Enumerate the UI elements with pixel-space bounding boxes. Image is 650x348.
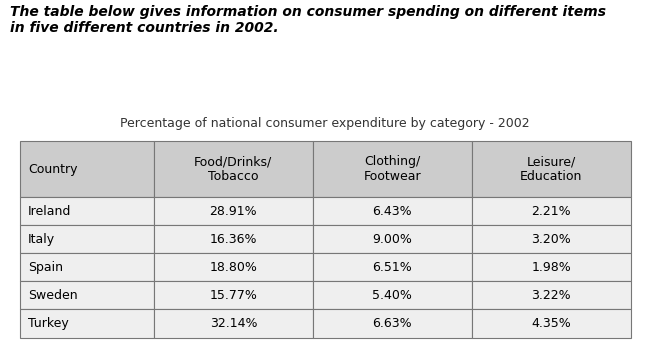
Text: Leisure/
Education: Leisure/ Education: [520, 155, 582, 183]
Text: 3.22%: 3.22%: [531, 289, 571, 302]
Text: 32.14%: 32.14%: [209, 317, 257, 330]
Text: 1.98%: 1.98%: [531, 261, 571, 274]
Text: Ireland: Ireland: [28, 205, 72, 218]
Text: 6.43%: 6.43%: [372, 205, 412, 218]
Text: 6.51%: 6.51%: [372, 261, 412, 274]
Text: Spain: Spain: [28, 261, 63, 274]
Text: 4.35%: 4.35%: [531, 317, 571, 330]
Text: Percentage of national consumer expenditure by category - 2002: Percentage of national consumer expendit…: [120, 117, 530, 129]
Text: 16.36%: 16.36%: [209, 233, 257, 246]
Text: 2.21%: 2.21%: [531, 205, 571, 218]
Text: The table below gives information on consumer spending on different items
in fiv: The table below gives information on con…: [10, 5, 606, 35]
Text: 18.80%: 18.80%: [209, 261, 257, 274]
Text: 6.63%: 6.63%: [372, 317, 412, 330]
Text: Food/Drinks/
Tobacco: Food/Drinks/ Tobacco: [194, 155, 272, 183]
Text: 9.00%: 9.00%: [372, 233, 412, 246]
Text: 5.40%: 5.40%: [372, 289, 412, 302]
Text: 15.77%: 15.77%: [209, 289, 257, 302]
Text: Sweden: Sweden: [28, 289, 77, 302]
Text: Italy: Italy: [28, 233, 55, 246]
Text: Clothing/
Footwear: Clothing/ Footwear: [363, 155, 421, 183]
Text: 28.91%: 28.91%: [209, 205, 257, 218]
Text: 3.20%: 3.20%: [531, 233, 571, 246]
Text: Country: Country: [28, 163, 77, 175]
Text: Turkey: Turkey: [28, 317, 69, 330]
